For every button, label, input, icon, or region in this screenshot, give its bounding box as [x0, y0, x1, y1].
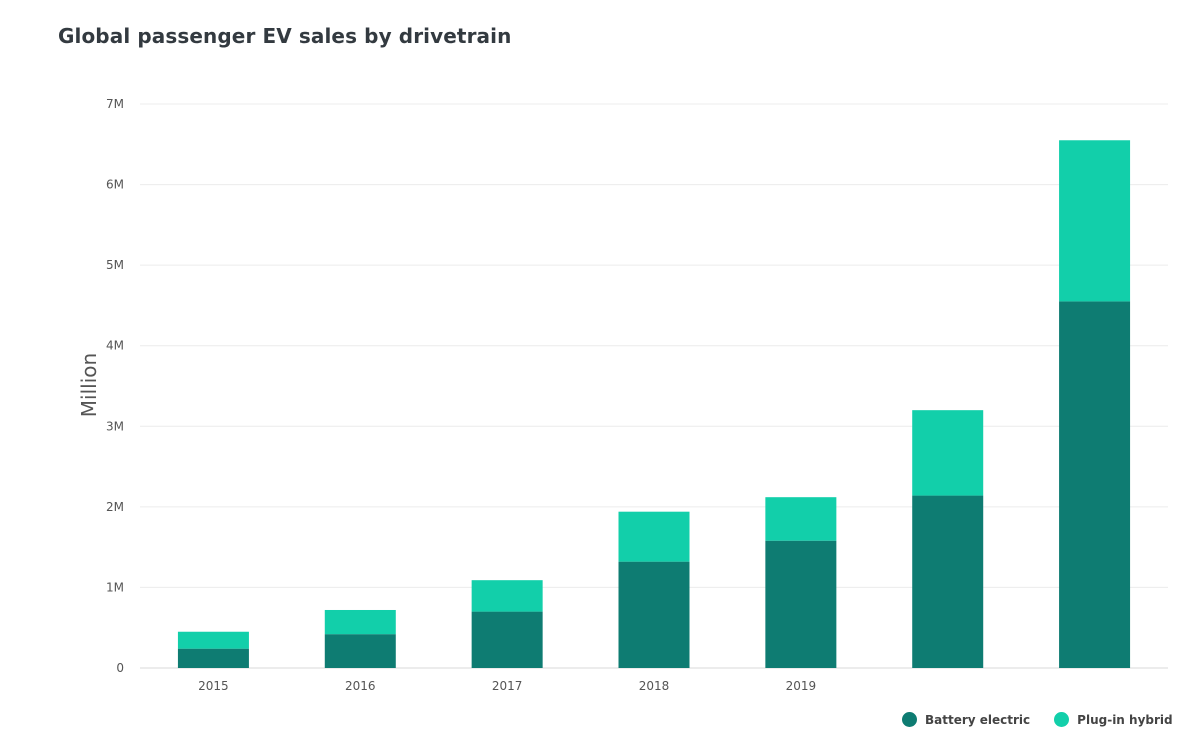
y-axis-title: Million	[77, 353, 101, 417]
x-tick-label: 2017	[492, 679, 523, 693]
legend-swatch-battery-electric	[902, 712, 917, 727]
x-tick-label: 2019	[786, 679, 817, 693]
bar-plug-in-hybrid	[324, 609, 396, 635]
y-tick-label: 4M	[106, 339, 124, 353]
x-tick-label: 2016	[345, 679, 376, 693]
legend-item-plug-in-hybrid[interactable]: Plug-in hybrid	[1054, 712, 1173, 727]
bar-plug-in-hybrid	[765, 497, 837, 541]
bar-battery-electric	[1059, 301, 1131, 668]
bar-plug-in-hybrid	[618, 511, 690, 562]
chart-title: Global passenger EV sales by drivetrain	[58, 24, 512, 48]
legend-label-plug-in-hybrid: Plug-in hybrid	[1077, 712, 1173, 727]
bar-plug-in-hybrid	[1059, 140, 1131, 302]
legend: Battery electric Plug-in hybrid	[902, 712, 1173, 727]
bar-battery-electric	[765, 540, 837, 668]
y-tick-label: 7M	[106, 97, 124, 111]
legend-item-battery-electric[interactable]: Battery electric	[902, 712, 1030, 727]
legend-label-battery-electric: Battery electric	[925, 712, 1031, 727]
bar-battery-electric	[177, 648, 249, 668]
legend-swatch-plug-in-hybrid	[1054, 712, 1070, 727]
y-tick-label: 3M	[106, 419, 124, 433]
x-tick-label: 2018	[639, 679, 670, 693]
y-tick-label: 6M	[106, 178, 124, 192]
y-tick-label: 1M	[106, 580, 124, 594]
bar-battery-electric	[324, 634, 396, 668]
bar-plug-in-hybrid	[912, 410, 984, 496]
bar-battery-electric	[471, 611, 543, 668]
x-tick-label: 2015	[198, 679, 229, 693]
bar-battery-electric	[912, 495, 984, 668]
bar-plug-in-hybrid	[177, 631, 249, 649]
y-tick-label: 0	[116, 661, 124, 675]
axis-labels: 0 1M 2M 3M 4M 5M 6M 7M 2015 2016 2017 2018 2019	[106, 97, 816, 693]
y-tick-label: 5M	[106, 258, 124, 272]
bar-plug-in-hybrid	[471, 580, 543, 612]
y-tick-label: 2M	[106, 500, 124, 514]
bar-battery-electric	[618, 561, 690, 668]
bars	[177, 140, 1131, 668]
